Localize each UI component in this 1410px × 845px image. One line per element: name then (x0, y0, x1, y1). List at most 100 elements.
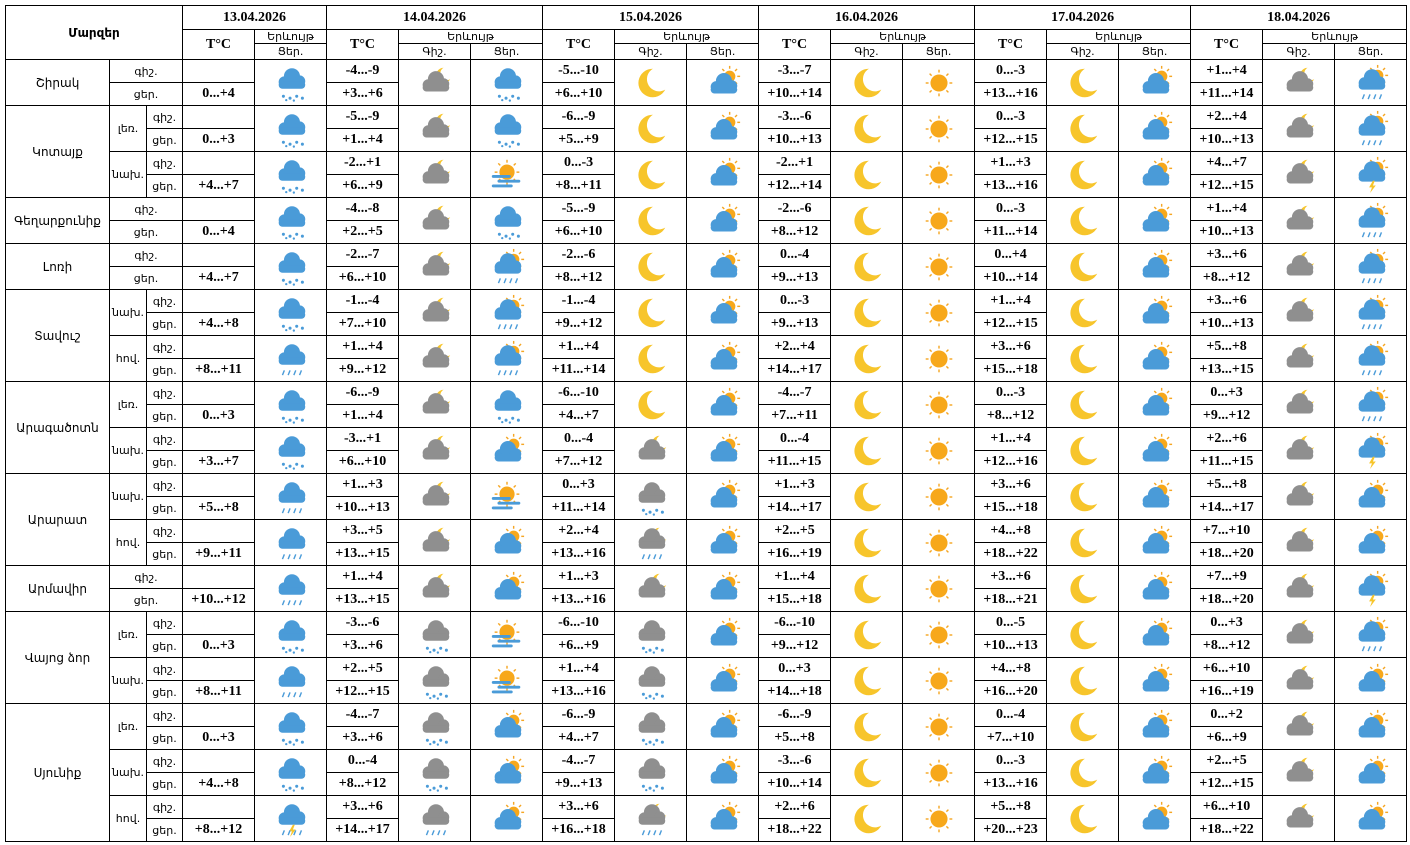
icon-cell (830, 197, 904, 244)
icon-part (1069, 804, 1097, 833)
icon-cell (1118, 749, 1192, 796)
icon-cell (398, 519, 472, 566)
weather-icon (638, 573, 666, 598)
period: գիշ. (108, 197, 184, 221)
area-name: հով. (109, 335, 147, 382)
icon-part (637, 252, 665, 281)
temp: +4...+7 (182, 266, 256, 290)
icon-cell (254, 427, 328, 474)
icon-cell (470, 657, 544, 704)
icon-part (710, 223, 737, 231)
icon-part (734, 159, 738, 163)
icon-part (925, 161, 952, 188)
icon-part (425, 784, 429, 788)
icon-part (710, 407, 737, 415)
icon-part (1069, 160, 1097, 189)
temp: +12...+15 (326, 680, 400, 704)
weather-icon (925, 391, 952, 418)
icon-part (494, 545, 521, 553)
icon-part (721, 803, 725, 807)
weather-icon (710, 709, 740, 737)
icon-part (436, 696, 439, 700)
icon-cell (902, 59, 976, 106)
icon-part (281, 738, 304, 746)
icon-part (1382, 389, 1386, 393)
icon-part (1372, 139, 1376, 145)
icon-part (721, 711, 725, 715)
icon-part (1166, 435, 1170, 439)
temp: +11...+14 (542, 496, 616, 520)
data-row: ցեր. +8...+11 +9...+12 +11...+14 +14...+17 +1… (6, 358, 1407, 382)
icon-part (853, 528, 881, 557)
icon-part (1361, 369, 1382, 375)
temp: -1...-4 (326, 289, 400, 313)
icon-part (652, 788, 655, 792)
icon-part (444, 740, 448, 744)
icon-part (1286, 116, 1313, 138)
weather-icon (422, 159, 450, 184)
icon-part (422, 451, 449, 460)
data-row: ցեր. 0...+3 +1...+4 +4...+7 +7...+11 +8...+12… (6, 404, 1407, 428)
icon-part (1358, 114, 1385, 136)
icon-part (928, 532, 932, 536)
period: գիշ. (145, 795, 184, 819)
icon-part (425, 829, 429, 835)
icon-cell (1334, 243, 1408, 290)
icon-part (1382, 251, 1386, 255)
icon-part (1382, 343, 1386, 347)
icon-cell (398, 657, 472, 704)
icon-cell (1046, 427, 1120, 474)
icon-cell (1334, 795, 1408, 842)
temp: +10...+12 (182, 588, 256, 612)
temp: +13...+16 (974, 174, 1048, 198)
temp: +2...+5 (1190, 749, 1264, 773)
temp: +9...+13 (542, 772, 616, 796)
icon-part (925, 759, 952, 786)
icon-part (925, 69, 952, 96)
icon-part (500, 236, 503, 239)
icon-part (428, 650, 431, 653)
temp-empty (182, 427, 256, 451)
icon-cell (254, 59, 328, 106)
icon-part (1361, 277, 1365, 283)
icon-part (1358, 173, 1385, 182)
icon-cell (1118, 335, 1192, 382)
icon-cell (830, 105, 904, 152)
icon-part (1378, 231, 1382, 237)
temp: -6...-9 (542, 105, 616, 129)
icon-part (300, 648, 304, 652)
temp: 0...-4 (326, 749, 400, 773)
icon-part (281, 829, 302, 835)
icon-part (1069, 482, 1097, 511)
icon-part (284, 466, 287, 469)
icon-part (928, 687, 932, 691)
icon-part (1286, 806, 1313, 828)
icon-part (510, 232, 514, 236)
icon-part (1286, 635, 1313, 644)
icon-part (292, 742, 295, 746)
icon-part (422, 530, 449, 552)
icon-part (1286, 773, 1313, 782)
icon-part (928, 164, 932, 168)
weather-icon (1358, 570, 1388, 607)
weather-icon (494, 294, 524, 329)
icon-part (1142, 440, 1169, 461)
icon-part (508, 323, 512, 329)
icon-part (516, 418, 520, 422)
icon-part (652, 650, 655, 654)
icon-part (300, 142, 304, 146)
weather-icon (1142, 479, 1172, 507)
icon-cell (398, 59, 472, 106)
icon-part (638, 816, 665, 825)
icon-part (1358, 265, 1385, 274)
icon-part (491, 680, 520, 693)
icon-cell (1334, 473, 1408, 520)
temp: +13...+16 (542, 542, 616, 566)
icon-part (422, 803, 449, 825)
icon-part (710, 578, 737, 599)
icon-part (1166, 159, 1170, 163)
icon-part (1361, 231, 1365, 237)
temp: +12...+15 (1190, 174, 1264, 198)
weather-icon (278, 481, 305, 513)
icon-part (278, 126, 305, 135)
